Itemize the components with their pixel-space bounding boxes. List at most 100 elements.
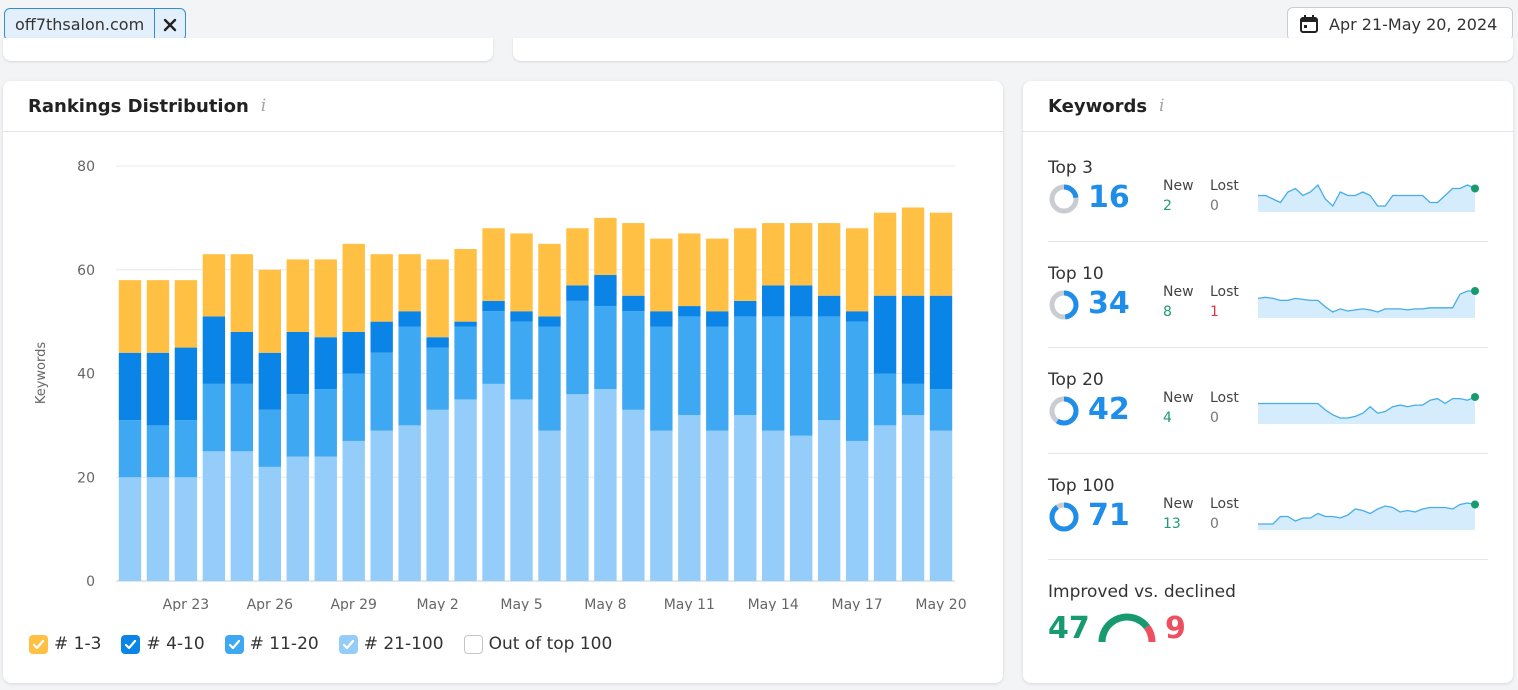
info-icon[interactable]: i <box>1159 96 1165 116</box>
keyword-row[interactable]: Top 3 16 New Lost 2 0 <box>1048 136 1488 242</box>
bar-segment[interactable] <box>314 389 337 457</box>
bar-segment[interactable] <box>230 383 254 452</box>
bar-segment[interactable] <box>845 311 869 322</box>
bar-segment[interactable] <box>594 389 617 581</box>
legend-item[interactable]: # 4-10 <box>121 634 205 654</box>
legend-item[interactable]: Out of top 100 <box>463 634 612 654</box>
bar-segment[interactable] <box>118 280 142 353</box>
info-icon[interactable]: i <box>260 96 267 116</box>
bar-segment[interactable] <box>314 259 337 338</box>
legend-checkbox[interactable] <box>121 634 141 654</box>
bar-segment[interactable] <box>342 373 365 441</box>
keyword-count[interactable]: 34 <box>1088 286 1130 321</box>
bar-segment[interactable] <box>314 456 337 582</box>
bar-segment[interactable] <box>118 420 142 478</box>
bar-segment[interactable] <box>342 332 365 374</box>
domain-filter-chip[interactable]: off7thsalon.com <box>4 8 187 41</box>
bar-segment[interactable] <box>146 352 170 426</box>
legend-checkbox[interactable] <box>338 634 358 654</box>
bar-segment[interactable] <box>398 425 421 581</box>
bar-segment[interactable] <box>622 295 645 312</box>
bar-segment[interactable] <box>901 295 925 384</box>
keyword-count[interactable]: 42 <box>1088 392 1130 427</box>
bar-segment[interactable] <box>174 477 198 581</box>
remove-domain-button[interactable] <box>154 9 185 40</box>
new-count[interactable]: 4 <box>1163 410 1172 426</box>
bar-segment[interactable] <box>258 269 282 353</box>
bar-segment[interactable] <box>929 295 953 390</box>
bar-segment[interactable] <box>118 477 142 581</box>
bar-segment[interactable] <box>454 249 477 322</box>
bar-segment[interactable] <box>510 233 533 312</box>
keyword-row[interactable]: Top 20 42 New Lost 4 0 <box>1048 348 1488 454</box>
bar-segment[interactable] <box>873 295 897 374</box>
keyword-row[interactable]: Top 10 34 New Lost 8 1 <box>1048 242 1488 348</box>
lost-count[interactable]: 0 <box>1210 516 1219 532</box>
bar-segment[interactable] <box>678 415 701 581</box>
bar-segment[interactable] <box>762 430 785 581</box>
lost-count[interactable]: 0 <box>1210 198 1219 214</box>
bar-segment[interactable] <box>789 223 813 286</box>
bar-segment[interactable] <box>398 326 421 426</box>
bar-segment[interactable] <box>510 399 533 581</box>
bar-segment[interactable] <box>706 311 729 327</box>
bar-segment[interactable] <box>901 207 925 296</box>
bar-segment[interactable] <box>538 430 561 581</box>
lost-count[interactable]: 0 <box>1210 410 1219 426</box>
legend-checkbox[interactable] <box>29 634 48 654</box>
bar-segment[interactable] <box>482 228 505 301</box>
bar-segment[interactable] <box>202 383 226 452</box>
bar-segment[interactable] <box>650 430 673 581</box>
bar-segment[interactable] <box>314 337 337 390</box>
bar-segment[interactable] <box>817 295 841 317</box>
bar-segment[interactable] <box>370 430 393 581</box>
bar-segment[interactable] <box>929 212 953 296</box>
bar-segment[interactable] <box>482 383 505 581</box>
bar-segment[interactable] <box>538 243 561 317</box>
keyword-count[interactable]: 71 <box>1088 498 1130 533</box>
bar-segment[interactable] <box>817 223 841 296</box>
bar-segment[interactable] <box>594 274 617 307</box>
bar-segment[interactable] <box>510 311 533 322</box>
bar-segment[interactable] <box>398 254 421 312</box>
bar-segment[interactable] <box>258 352 282 410</box>
bar-segment[interactable] <box>789 285 813 317</box>
bar-segment[interactable] <box>622 223 645 296</box>
bar-segment[interactable] <box>901 383 925 415</box>
bar-segment[interactable] <box>622 409 645 581</box>
bar-segment[interactable] <box>538 316 561 327</box>
bar-segment[interactable] <box>678 233 701 307</box>
bar-segment[interactable] <box>817 420 841 581</box>
bar-segment[interactable] <box>650 238 673 312</box>
bar-segment[interactable] <box>734 316 757 415</box>
bar-segment[interactable] <box>426 337 449 348</box>
bar-segment[interactable] <box>202 254 226 317</box>
new-count[interactable]: 2 <box>1163 198 1172 214</box>
bar-segment[interactable] <box>762 316 785 431</box>
bar-segment[interactable] <box>873 212 897 296</box>
keyword-row[interactable]: Top 100 71 New Lost 13 0 <box>1048 454 1488 560</box>
bar-segment[interactable] <box>482 300 505 312</box>
bar-segment[interactable] <box>734 228 757 301</box>
bar-segment[interactable] <box>678 306 701 317</box>
bar-segment[interactable] <box>426 259 449 338</box>
bar-segment[interactable] <box>678 316 701 415</box>
bar-segment[interactable] <box>845 321 869 441</box>
bar-segment[interactable] <box>594 306 617 390</box>
bar-segment[interactable] <box>650 311 673 327</box>
bar-segment[interactable] <box>146 477 170 581</box>
bar-segment[interactable] <box>258 466 282 581</box>
bar-segment[interactable] <box>258 409 282 467</box>
bar-segment[interactable] <box>929 389 953 431</box>
date-range-picker[interactable]: Apr 21-May 20, 2024 <box>1287 7 1513 41</box>
bar-segment[interactable] <box>454 399 477 581</box>
bar-segment[interactable] <box>789 316 813 436</box>
bar-segment[interactable] <box>706 238 729 312</box>
bar-segment[interactable] <box>202 451 226 581</box>
bar-segment[interactable] <box>650 326 673 431</box>
bar-segment[interactable] <box>146 280 170 353</box>
bar-segment[interactable] <box>118 352 142 421</box>
bar-segment[interactable] <box>706 430 729 581</box>
bar-segment[interactable] <box>762 223 785 286</box>
bar-segment[interactable] <box>510 321 533 400</box>
